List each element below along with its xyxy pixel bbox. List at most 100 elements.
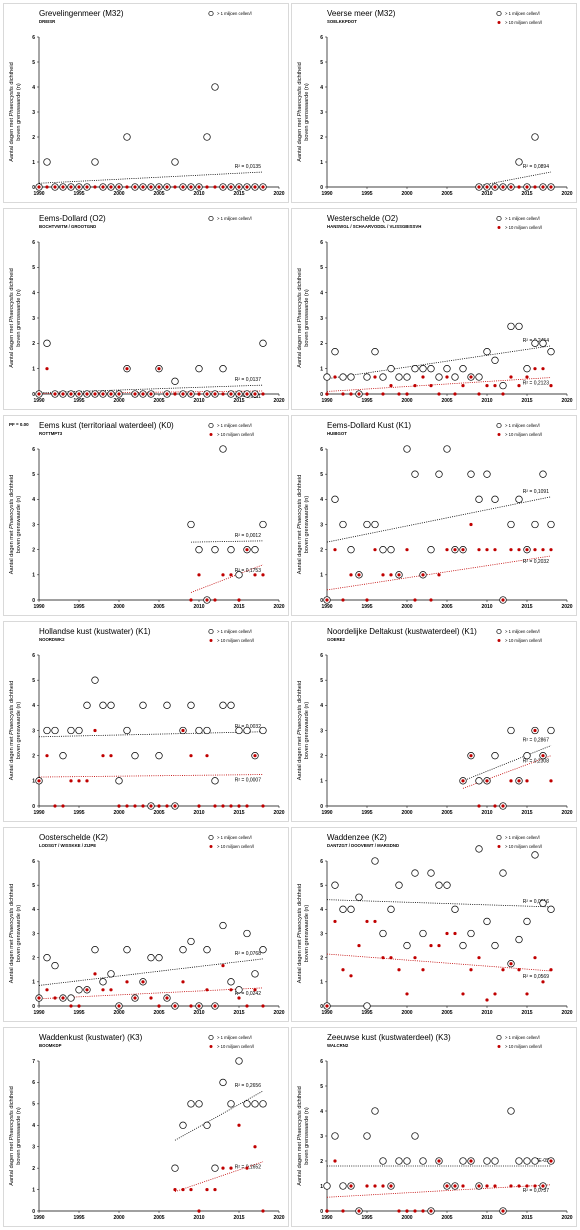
point-large [421,573,425,577]
y-tick-label: 6 [320,447,323,453]
point-large [221,392,225,396]
point-large [373,1184,377,1188]
point-large [389,956,393,960]
point-large [413,1209,417,1213]
y-axis-label-italic: Phaeocystis [297,498,303,528]
point-large [453,392,457,396]
chart-title: Zeeuwse kust (kustwaterdeel) (K3) [327,1033,451,1042]
point-total [219,365,227,373]
legend-entry: > 1 miljoen cellen/l [217,629,252,634]
y-tick-label: 4 [320,1109,323,1115]
point-total [331,1132,339,1140]
x-tick-label: 2015 [521,604,532,610]
trend-line-large [326,555,552,591]
x-tick-label: 1990 [33,191,44,197]
point-total [539,339,547,347]
y-tick-label: 1 [32,573,35,579]
x-tick-label: 1990 [321,1010,332,1016]
point-large [197,392,201,396]
point-total [371,348,379,356]
y-tick-label: 0 [32,392,35,398]
y-axis-label-part: Aantal dagen met [297,529,303,574]
point-total [491,495,499,503]
y-tick-label: 3 [32,728,35,734]
y-tick-label: 5 [320,265,323,271]
r-squared-large: R² = 0,0242 [235,991,261,997]
point-large [141,804,145,808]
legend-entry: > 10 miljoen cellen/l [505,844,542,849]
point-large [53,996,57,1000]
x-tick-label: 2000 [113,604,124,610]
point-total [259,520,267,529]
point-total [403,941,411,950]
point-total [99,701,107,709]
point-large [405,548,409,552]
point-total [523,917,531,926]
point-total [531,520,539,529]
y-tick-label: 3 [32,931,35,937]
point-large [389,573,393,577]
point-large [397,392,401,396]
point-large [189,1187,193,1192]
point-large [541,980,545,984]
point-total [339,1182,347,1190]
legend-marker-large [497,1045,501,1048]
x-tick-label: 1995 [73,398,84,404]
point-large [37,779,41,783]
x-tick-label: 1990 [33,810,44,816]
point-total [75,986,83,994]
point-total [395,881,403,889]
y-axis-label-line2: boven grenswaarde (n) [16,905,22,963]
point-large [421,375,425,379]
point-large [181,1187,185,1192]
point-total [219,445,227,453]
legend-entry: > 10 miljoen cellen/l [217,432,254,437]
point-total [195,726,203,735]
point-total [43,726,51,735]
y-tick-label: 6 [320,653,323,659]
point-total [347,546,355,554]
point-total [211,546,219,554]
point-total [179,946,187,954]
point-large [365,598,369,602]
point-total [427,546,435,554]
point-large [77,1004,81,1008]
point-large [357,1209,361,1213]
point-large [333,548,337,552]
point-large [325,392,329,396]
point-total [155,954,163,962]
point-large [421,1209,425,1213]
legend-marker-total [208,215,214,222]
point-total [443,445,451,453]
y-tick-label: 3 [320,110,323,116]
x-tick-label: 2020 [561,398,572,404]
point-total [475,373,483,381]
point-total [227,546,235,554]
point-total [323,373,331,381]
y-tick-label: 2 [32,135,35,141]
point-large [61,804,65,808]
point-large [229,573,233,577]
y-axis-label-part: Aantal dagen met [9,735,15,780]
x-tick-label: 2000 [113,398,124,404]
y-axis-label-part: Aantal dagen met [297,322,303,367]
point-total [219,921,227,930]
y-tick-label: 5 [32,883,35,889]
x-tick-label: 2020 [273,1010,284,1016]
r-squared-total: R² = 0,2656 [235,1083,261,1089]
y-tick-label: 6 [320,240,323,246]
chart-svg: Oosterschelde (K2)LODSGT / WISSKKE / ZIJ… [3,827,289,1022]
x-tick-label: 2010 [481,398,492,404]
chart-panel: Waddenzee (K2) DANTZGT / DOOVBWT / MARSDN… [291,827,577,1022]
chart-panel: Oosterschelde (K2) LODSGT / WISSKKE / ZIJ… [3,827,289,1022]
chart-title: Eems-Dollard Kust (K1) [327,421,411,430]
point-total [515,1157,523,1165]
legend-marker-total [208,628,214,635]
y-axis-label-part: dichtheid [297,62,303,86]
point-total [547,726,555,735]
point-large [453,548,457,552]
point-large [205,754,209,758]
x-tick-label: 2005 [153,1215,164,1221]
chart-panel: Westerschelde (O2) HANSWGL / SCHAARVODDL … [291,208,577,410]
point-large [85,988,89,992]
